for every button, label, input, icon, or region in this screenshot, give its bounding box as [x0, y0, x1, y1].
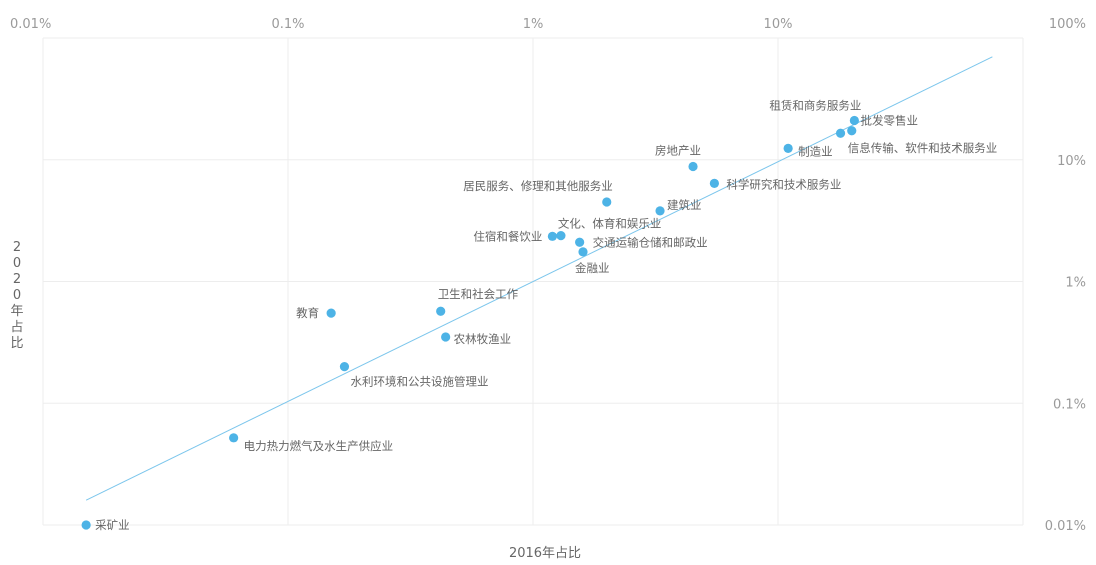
data-point [655, 206, 665, 216]
y-tick-label: 1% [1065, 276, 1086, 291]
data-point-label: 教育 [296, 306, 319, 320]
tick-labels: 0.01% 0.1% 1% 10% 100% 0.01% 0.1% 1% 10% [10, 17, 1086, 534]
data-point [556, 231, 566, 241]
data-point [547, 231, 557, 241]
x-tick-label: 10% [764, 17, 793, 32]
data-point [326, 308, 336, 318]
data-point-label: 农林牧渔业 [454, 332, 512, 346]
x-tick-label: 1% [523, 17, 544, 32]
data-point-label: 批发零售业 [861, 113, 919, 127]
y-axis-title: 2 0 2 0 年占比 [10, 240, 23, 351]
y-tick-label: 10% [1057, 154, 1086, 169]
data-point-label: 水利环境和公共设施管理业 [350, 375, 488, 389]
data-point [578, 247, 588, 257]
data-point [229, 433, 239, 443]
data-point-label: 信息传输、软件和技术服务业 [848, 141, 998, 155]
data-point-label: 金融业 [575, 261, 610, 275]
data-point-label: 卫生和社会工作 [438, 287, 519, 301]
data-points [81, 115, 859, 530]
data-point-label: 制造业 [798, 144, 833, 158]
x-tick-label: 100% [1049, 17, 1086, 32]
y-tick-label: 0.01% [1045, 519, 1086, 534]
data-point [436, 306, 446, 316]
data-point [849, 115, 859, 126]
data-point [575, 237, 585, 247]
data-point-label: 居民服务、修理和其他服务业 [463, 179, 613, 193]
y-tick-label: 0.1% [1053, 397, 1086, 412]
data-point [835, 128, 846, 138]
x-tick-label: 0.1% [271, 17, 304, 32]
data-point-label: 电力热力燃气及水生产供应业 [244, 439, 393, 453]
data-point-label: 房地产业 [655, 144, 701, 158]
data-labels: 采矿业 电力热力燃气及水生产供应业 水利环境和公共设施管理业 教育 卫生和社会工作农林牧… [95, 99, 997, 532]
data-point [709, 178, 719, 188]
data-point-label: 文化、体育和娱乐业 [558, 217, 662, 231]
data-point [847, 126, 857, 136]
data-point-label: 住宿和餐饮业 [473, 229, 542, 243]
x-axis-title: 2016年占比 [509, 546, 581, 561]
data-point-label: 建筑业 [667, 198, 702, 212]
data-point-label: 科学研究和技术服务业 [726, 177, 841, 191]
x-tick-label: 0.01% [10, 17, 51, 32]
data-point [441, 332, 451, 342]
data-point-label: 采矿业 [95, 518, 130, 532]
data-point [339, 361, 350, 372]
data-point-label: 租赁和商务服务业 [769, 99, 861, 113]
data-point [688, 161, 698, 172]
data-point [602, 197, 612, 207]
data-point [783, 143, 793, 153]
data-point [81, 520, 91, 530]
data-point-label: 交通运输仓储和邮政业 [593, 235, 708, 249]
